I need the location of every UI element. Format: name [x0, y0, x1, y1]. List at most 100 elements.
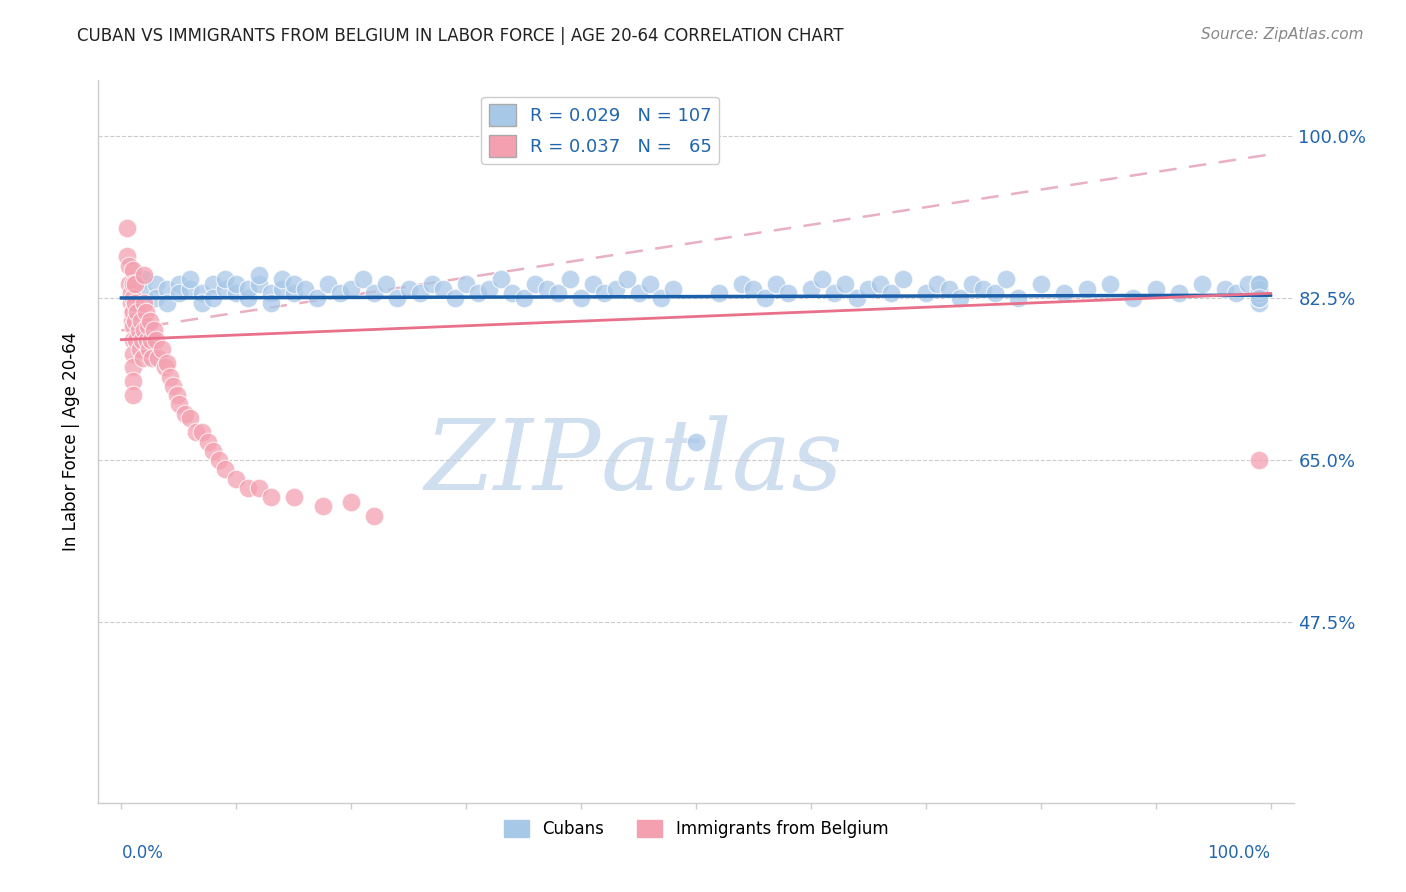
Point: [122, 346, 145, 360]
Point: [162, 379, 184, 393]
Point: [214, 462, 236, 476]
Point: [731, 277, 754, 291]
Point: [156, 295, 179, 310]
Point: [311, 500, 333, 514]
Point: [776, 286, 799, 301]
Point: [197, 434, 219, 449]
Point: [616, 272, 638, 286]
Point: [121, 305, 143, 319]
Point: [167, 277, 190, 291]
Point: [118, 277, 141, 291]
Point: [374, 277, 396, 291]
Point: [124, 314, 146, 328]
Point: [1247, 453, 1270, 467]
Point: [135, 333, 157, 347]
Point: [569, 291, 592, 305]
Point: [120, 286, 142, 301]
Point: [118, 259, 141, 273]
Point: [536, 282, 558, 296]
Point: [127, 305, 149, 319]
Point: [122, 333, 145, 347]
Text: ZIP: ZIP: [425, 416, 600, 511]
Text: 100.0%: 100.0%: [1208, 845, 1271, 863]
Point: [914, 286, 936, 301]
Point: [138, 342, 160, 356]
Point: [247, 268, 270, 282]
Point: [823, 286, 845, 301]
Point: [136, 318, 159, 333]
Point: [124, 277, 146, 291]
Point: [260, 490, 283, 504]
Point: [167, 397, 190, 411]
Point: [148, 351, 170, 366]
Point: [122, 318, 145, 333]
Point: [1247, 277, 1270, 291]
Point: [754, 291, 776, 305]
Point: [605, 282, 627, 296]
Point: [512, 291, 534, 305]
Point: [134, 268, 156, 282]
Point: [283, 277, 305, 291]
Point: [122, 360, 145, 375]
Point: [167, 286, 190, 301]
Point: [742, 282, 765, 296]
Point: [156, 356, 179, 370]
Point: [225, 472, 247, 486]
Point: [627, 286, 650, 301]
Point: [236, 291, 259, 305]
Point: [173, 407, 195, 421]
Point: [1247, 282, 1270, 296]
Point: [834, 277, 856, 291]
Point: [398, 282, 420, 296]
Point: [800, 282, 823, 296]
Point: [363, 508, 385, 523]
Point: [208, 453, 231, 467]
Point: [131, 333, 153, 347]
Point: [122, 305, 145, 319]
Point: [202, 277, 225, 291]
Point: [166, 388, 188, 402]
Point: [191, 286, 214, 301]
Point: [294, 282, 316, 296]
Point: [972, 282, 994, 296]
Point: [329, 286, 352, 301]
Point: [443, 291, 465, 305]
Point: [316, 277, 339, 291]
Point: [283, 490, 305, 504]
Point: [159, 369, 181, 384]
Point: [247, 481, 270, 495]
Point: [135, 305, 157, 319]
Point: [260, 295, 283, 310]
Point: [352, 272, 374, 286]
Point: [662, 282, 685, 296]
Point: [593, 286, 616, 301]
Point: [134, 323, 156, 337]
Point: [707, 286, 730, 301]
Point: [1076, 282, 1098, 296]
Point: [547, 286, 569, 301]
Point: [260, 286, 283, 301]
Point: [122, 291, 145, 305]
Point: [115, 221, 138, 235]
Point: [115, 249, 138, 263]
Point: [340, 494, 363, 508]
Point: [558, 272, 581, 286]
Point: [128, 323, 150, 337]
Point: [858, 282, 880, 296]
Point: [129, 314, 152, 328]
Text: 0.0%: 0.0%: [121, 845, 163, 863]
Point: [927, 277, 949, 291]
Point: [214, 282, 236, 296]
Point: [128, 342, 150, 356]
Point: [134, 272, 156, 286]
Point: [949, 291, 972, 305]
Text: Source: ZipAtlas.com: Source: ZipAtlas.com: [1201, 27, 1364, 42]
Point: [247, 277, 270, 291]
Point: [179, 411, 201, 425]
Point: [638, 277, 661, 291]
Point: [938, 282, 960, 296]
Point: [432, 282, 454, 296]
Point: [1007, 291, 1029, 305]
Point: [122, 277, 145, 291]
Point: [409, 286, 432, 301]
